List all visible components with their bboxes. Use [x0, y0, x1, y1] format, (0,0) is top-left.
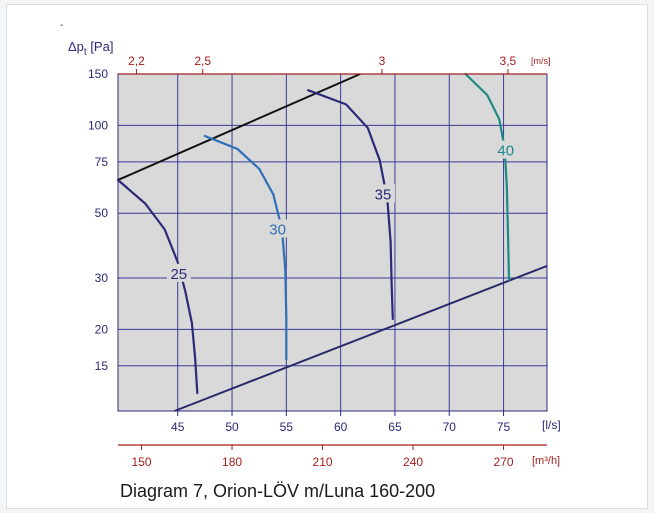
- x-tick-label-60: 60: [334, 420, 348, 434]
- y-tick-label-50: 50: [95, 206, 109, 220]
- x-tick-label-70: 70: [443, 420, 457, 434]
- x-tick-label-50: 50: [225, 420, 239, 434]
- top-tick-label-2: 3: [379, 54, 386, 68]
- chart-caption: Diagram 7, Orion-LÖV m/Luna 160-200: [120, 481, 436, 501]
- x-axis-unit-ls: [l/s]: [542, 418, 561, 432]
- y-tick-label-20: 20: [95, 322, 109, 336]
- y-axis-label-suffix: [Pa]: [87, 39, 114, 54]
- volume-tick-label-240: 240: [403, 455, 423, 469]
- series-label-35: 35: [375, 186, 392, 203]
- x-axis-unit-m3h: [m³/h]: [532, 455, 560, 467]
- y-tick-label-30: 30: [95, 271, 109, 285]
- series-label-bg-35: [371, 184, 396, 203]
- top-tick-label-0: 2,2: [128, 54, 145, 68]
- boundary-line-lower: [174, 264, 548, 412]
- boundary-line-upper: [117, 73, 361, 181]
- top-tick-label-1: 2,5: [194, 54, 211, 68]
- series-label-bg-30: [265, 219, 290, 238]
- y-axis-label-prefix: Δp: [68, 39, 84, 54]
- top-tick-label-3: 3,5: [500, 54, 517, 68]
- volume-tick-label-210: 210: [313, 455, 333, 469]
- plot-area: [118, 74, 547, 411]
- x-tick-label-65: 65: [388, 420, 402, 434]
- boundary-lines: [117, 73, 548, 412]
- stray-mark: -: [60, 20, 64, 31]
- series-label-bg-40: [493, 140, 518, 159]
- series-curve-30: [203, 134, 288, 361]
- top-axis-unit-ms: [m/s]: [531, 56, 551, 66]
- x-tick-label-45: 45: [171, 420, 185, 434]
- y-tick-label-100: 100: [88, 118, 108, 132]
- series-label-bg-25: [166, 263, 191, 282]
- series-label-40: 40: [497, 143, 514, 160]
- series-label-25: 25: [170, 266, 187, 283]
- y-tick-label-75: 75: [95, 155, 109, 169]
- y-axis-label: Δpt [Pa]: [68, 39, 113, 58]
- series-curve-35: [307, 89, 394, 321]
- volume-tick-label-180: 180: [222, 455, 242, 469]
- y-tick-label-150: 150: [88, 67, 108, 81]
- y-axis-label-sub: t: [84, 47, 87, 58]
- series-label-30: 30: [269, 221, 286, 238]
- series-labels: 25 30 35 40: [166, 140, 518, 283]
- x-tick-label-75: 75: [497, 420, 511, 434]
- volume-tick-label-270: 270: [494, 455, 514, 469]
- x-tick-label-55: 55: [280, 420, 294, 434]
- y-tick-label-15: 15: [95, 359, 109, 373]
- axes: 15 20 30 50 75 100 150 45 50 55 60 65 70 75 2,2 2,5 3 3,5…: [88, 54, 548, 469]
- volume-tick-label-150: 150: [132, 455, 152, 469]
